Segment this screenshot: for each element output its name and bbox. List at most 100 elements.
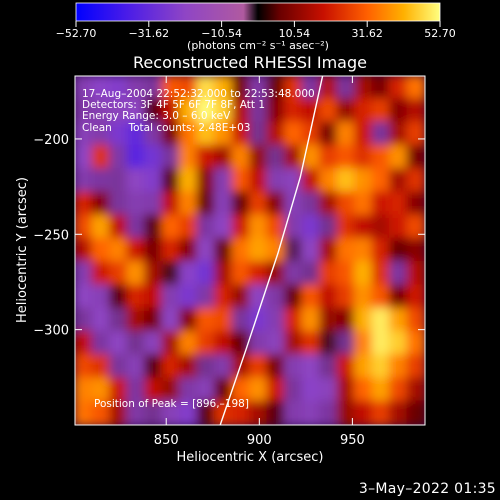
intensity-cell: [196, 377, 216, 403]
intensity-cell: [406, 214, 425, 240]
intensity-cell: [91, 76, 111, 101]
intensity-cell: [284, 168, 304, 194]
intensity-cell: [91, 168, 111, 194]
intensity-cell: [144, 307, 164, 333]
intensity-cell: [214, 284, 234, 310]
intensity-cell: [301, 284, 321, 310]
intensity-cell: [266, 354, 286, 380]
intensity-cell: [109, 98, 129, 124]
intensity-cell: [109, 307, 129, 333]
annotation-detectors: Detectors: 3F 4F 5F 6F 7F 8F, Att 1: [82, 99, 265, 111]
intensity-cell: [196, 98, 216, 124]
intensity-cell: [249, 191, 269, 217]
intensity-cell: [371, 354, 391, 380]
intensity-cell: [109, 261, 129, 287]
intensity-cell: [91, 121, 111, 147]
intensity-cell: [319, 261, 339, 287]
intensity-cell: [319, 191, 339, 217]
solar-limb-curve: [219, 76, 324, 425]
intensity-cell: [284, 191, 304, 217]
intensity-cell: [354, 307, 374, 333]
intensity-cell: [266, 377, 286, 403]
intensity-cell: [179, 377, 199, 403]
intensity-cell: [214, 261, 234, 287]
intensity-cell: [109, 377, 129, 403]
intensity-cell: [354, 98, 374, 124]
intensity-cell: [91, 144, 111, 171]
generation-timestamp: 3–May–2022 01:35: [358, 481, 496, 497]
intensity-cell: [109, 400, 129, 425]
intensity-cell: [249, 354, 269, 380]
intensity-cell: [389, 330, 409, 357]
intensity-cell: [231, 168, 251, 194]
intensity-cell: [406, 400, 425, 425]
intensity-cell: [389, 261, 409, 287]
intensity-cell: [75, 307, 94, 333]
intensity-cell: [406, 237, 425, 264]
intensity-cell: [91, 377, 111, 403]
intensity-cell: [249, 76, 269, 101]
intensity-cell: [406, 168, 425, 194]
intensity-cell: [144, 98, 164, 124]
intensity-cell: [336, 214, 356, 240]
intensity-cell: [336, 307, 356, 333]
intensity-cell: [354, 168, 374, 194]
intensity-cell: [126, 144, 146, 171]
intensity-cell: [389, 98, 409, 124]
intensity-cell: [75, 168, 94, 194]
intensity-cell: [406, 261, 425, 287]
intensity-cell: [196, 144, 216, 171]
intensity-cell: [336, 191, 356, 217]
intensity-cell: [284, 307, 304, 333]
intensity-cell: [179, 144, 199, 171]
intensity-cell: [75, 214, 94, 240]
intensity-cell: [214, 330, 234, 357]
intensity-cell: [231, 214, 251, 240]
intensity-cell: [161, 98, 181, 124]
intensity-cell: [319, 144, 339, 171]
intensity-cell: [179, 400, 199, 425]
intensity-cell: [284, 76, 304, 101]
intensity-cell: [75, 98, 94, 124]
intensity-cell: [196, 237, 216, 264]
intensity-cell: [406, 76, 425, 101]
intensity-cell: [196, 284, 216, 310]
intensity-cell: [389, 237, 409, 264]
intensity-cell: [389, 168, 409, 194]
intensity-cell: [371, 330, 391, 357]
intensity-cell: [126, 261, 146, 287]
intensity-cell: [179, 284, 199, 310]
intensity-cell: [109, 214, 129, 240]
intensity-cell: [144, 377, 164, 403]
intensity-cell: [91, 400, 111, 425]
intensity-cell: [354, 400, 374, 425]
intensity-cell: [319, 377, 339, 403]
chart-title: Reconstructed RHESSI Image: [133, 53, 367, 72]
intensity-cell: [91, 191, 111, 217]
intensity-cell: [179, 237, 199, 264]
colorbar-tick-label: −52.70: [56, 27, 97, 40]
intensity-cell: [144, 400, 164, 425]
intensity-cell: [109, 144, 129, 171]
y-tick-label: −300: [33, 324, 69, 339]
intensity-cell: [389, 284, 409, 310]
intensity-cell: [126, 284, 146, 310]
intensity-cell: [371, 377, 391, 403]
intensity-cell: [179, 168, 199, 194]
intensity-cell: [371, 261, 391, 287]
x-axis-label: Heliocentric X (arcsec): [177, 450, 324, 465]
colorbar-ticks: −52.70 −31.62 −10.54 10.54 31.62 52.70: [56, 21, 456, 40]
intensity-cell: [161, 168, 181, 194]
intensity-cell: [179, 214, 199, 240]
intensity-cell: [75, 330, 94, 357]
intensity-cell: [336, 400, 356, 425]
intensity-cell: [249, 377, 269, 403]
intensity-cell: [319, 168, 339, 194]
intensity-cell: [179, 191, 199, 217]
intensity-cell: [126, 214, 146, 240]
intensity-cell: [91, 237, 111, 264]
y-tick-label: −200: [33, 133, 69, 148]
intensity-cell: [231, 191, 251, 217]
intensity-cell: [144, 284, 164, 310]
